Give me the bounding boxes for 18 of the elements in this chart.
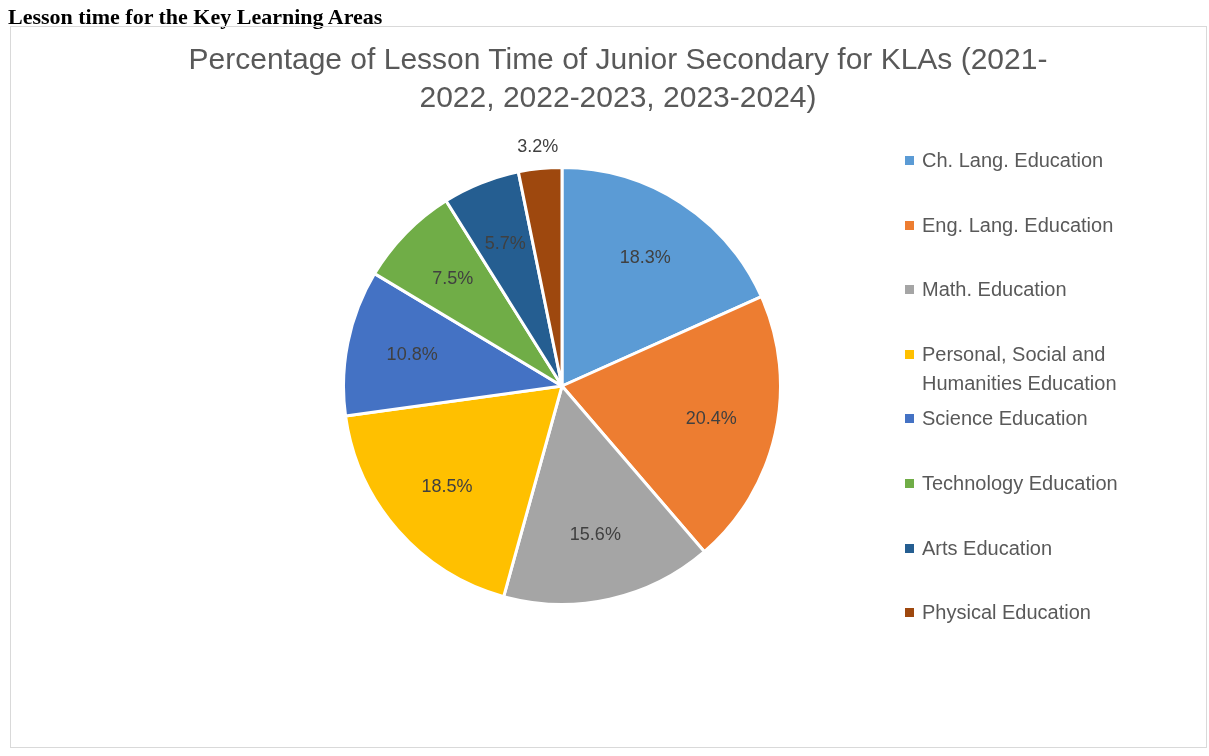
data-label: 20.4% [685, 408, 737, 429]
legend-label: Math. Education [922, 277, 1067, 303]
chart-title: Percentage of Lesson Time of Junior Secondary for KLAs (2021-2022, 2022-2023, 2023-2024) [188, 41, 1048, 115]
data-label: 18.3% [619, 246, 671, 267]
data-label: 7.5% [432, 267, 474, 288]
legend-label: Personal, Social and Humanities Education [922, 341, 1118, 396]
legend-label: Physical Education [922, 600, 1091, 626]
legend-label: Eng. Lang. Education [922, 212, 1114, 238]
legend-label: Ch. Lang. Education [922, 148, 1104, 173]
data-label: 18.5% [421, 475, 473, 496]
data-label: 3.2% [517, 135, 559, 156]
data-label: 5.7% [484, 232, 526, 253]
legend-label: Arts Education [922, 535, 1053, 561]
data-label: 15.6% [569, 524, 621, 545]
data-label: 10.8% [386, 344, 438, 365]
legend-label: Science Education [922, 406, 1088, 432]
text: Lesson time for the Key Learning Areas [8, 4, 383, 30]
legend-label: Technology Education [922, 471, 1118, 496]
